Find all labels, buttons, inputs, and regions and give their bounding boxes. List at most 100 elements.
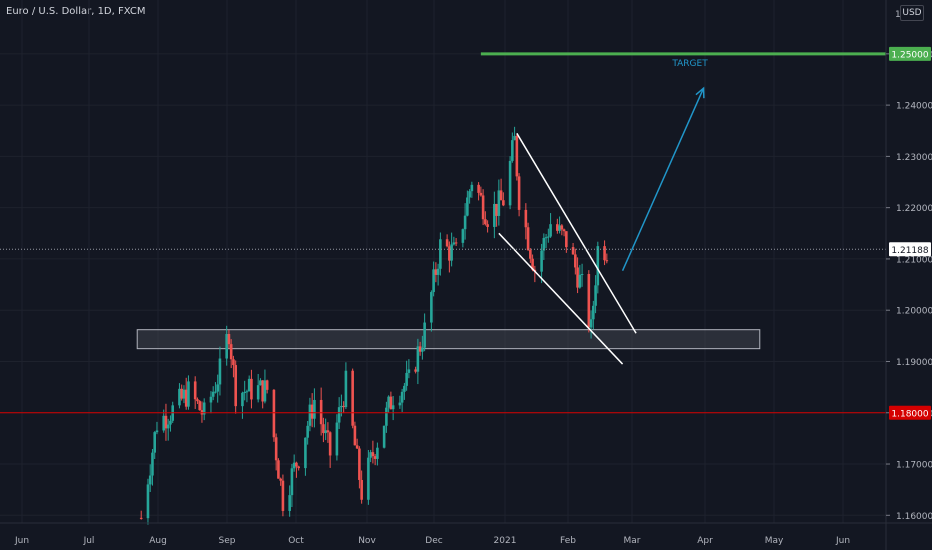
candle-body [434,269,438,275]
time-tick-label: May [765,536,784,546]
candle-body [335,422,339,456]
candle-body [245,391,249,393]
candle-body [247,378,251,392]
candle-body [308,404,312,426]
price-tick-label: 1.17000 [896,461,932,471]
candle-body [328,432,332,456]
candle-body [418,346,422,352]
candle-body [421,347,424,352]
candle-body [344,370,348,408]
candle-body [184,389,188,407]
candle-body [400,391,404,403]
wedge-upper-line [516,132,637,334]
candles [139,126,609,525]
candle-body [436,268,440,275]
time-tick-label: Oct [288,536,304,546]
candle-body [594,285,597,306]
candle-body [486,224,489,227]
candle-body [218,358,222,385]
candle-body [463,215,467,230]
candle-body [279,478,282,481]
candle-body [571,247,575,255]
price-tick-label: 1.16000 [896,512,932,522]
candle-body [414,369,417,372]
candle-body [326,430,330,433]
candle-body [499,190,503,201]
grid [0,0,886,523]
candle-body [445,239,449,247]
candle-body [574,254,577,268]
candle-body [151,452,154,476]
time-tick-label: Nov [358,536,376,546]
candle-body [589,319,593,328]
candle-body [232,359,235,366]
candle-body [524,209,528,228]
candle-body [556,224,559,231]
candle-body [146,484,150,519]
candle-body [495,203,498,216]
candle-body [369,452,372,458]
candle-body [373,456,377,459]
candle-body [526,227,530,251]
candle-body [439,239,442,269]
candle-body [542,237,546,251]
candle-body [355,445,359,449]
candle-body [544,237,548,239]
candle-body [448,246,451,261]
candle-body [562,229,566,232]
candle-body [153,432,157,453]
candle-body [292,462,296,469]
candle-body [162,415,166,431]
currency-button[interactable]: USD [900,5,924,21]
price-tick-label: 1.23000 [896,153,932,163]
candle-body [313,399,316,419]
arrow-head [695,86,705,99]
projection-arrow [621,86,705,272]
price-tick-label: 1.21000 [896,255,932,265]
current-price-tag-bg [889,242,931,257]
candle-body [250,378,253,400]
candle-body [196,399,199,402]
candle-body [454,242,458,244]
candle-body [295,462,298,467]
candle-body [319,399,323,425]
candle-body [576,267,579,288]
candle-body [169,420,172,425]
candle-body [263,380,267,402]
candle-body [211,391,215,397]
candle-body [225,333,228,359]
candle-body [398,402,402,406]
candle-body [281,480,285,511]
candle-body [259,380,262,386]
time-tick-label: Jun [14,536,29,546]
candle-body [517,176,521,210]
candle-body [468,191,471,198]
candle-body [306,425,309,438]
candle-body [290,468,294,496]
candle-body [560,225,564,230]
time-tick-label: Jul [83,536,95,546]
time-tick-label: Mar [624,536,641,546]
candle-body [513,135,516,141]
current-price-tag: 1.21188 [891,246,928,256]
price-tick-label: 1.22000 [896,204,932,214]
candle-body [261,380,264,402]
candle-body [403,385,406,392]
candle-body [193,381,197,400]
candle-body [310,404,314,419]
time-tick-label: Jun [835,536,850,546]
candle-body [382,425,386,448]
candle-body [155,430,159,433]
candle-body [139,517,143,519]
candle-body [265,380,269,390]
candle-body [241,392,244,407]
candle-body [324,430,327,434]
candle-body [198,401,201,411]
candle-body [351,370,354,426]
candle-body [497,190,501,216]
candle-body [214,391,217,393]
candle-body [148,475,152,485]
time-tick-label: Feb [560,536,576,546]
